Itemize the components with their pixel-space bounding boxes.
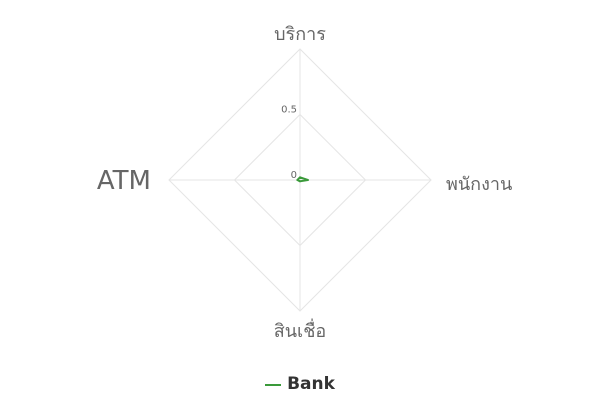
axis-label: สินเชื่อ [274,318,326,342]
axis-label: บริการ [274,24,326,45]
radial-tick-labels: 00.5 [281,105,297,182]
tick-label: 0.5 [281,105,297,116]
axis-label: ATM [97,166,151,196]
legend[interactable]: Bank [0,374,600,394]
data-point[interactable] [306,179,309,181]
axis-label: พนักงาน [446,174,512,195]
data-point[interactable] [299,180,301,183]
data-point[interactable] [296,179,299,181]
legend-swatch-bank [265,383,282,386]
legend-label-bank: Bank [287,374,335,394]
radar-grid [168,48,432,312]
data-point[interactable] [299,176,301,179]
tick-label: 0 [291,170,297,181]
series-bank-polygon [296,176,309,183]
series-layer [296,176,309,183]
